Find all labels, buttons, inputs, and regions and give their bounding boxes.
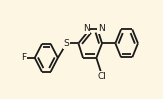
- Text: S: S: [64, 39, 69, 48]
- Text: Cl: Cl: [98, 71, 106, 80]
- Text: N: N: [83, 24, 90, 33]
- Text: F: F: [22, 53, 27, 62]
- Text: N: N: [98, 24, 105, 33]
